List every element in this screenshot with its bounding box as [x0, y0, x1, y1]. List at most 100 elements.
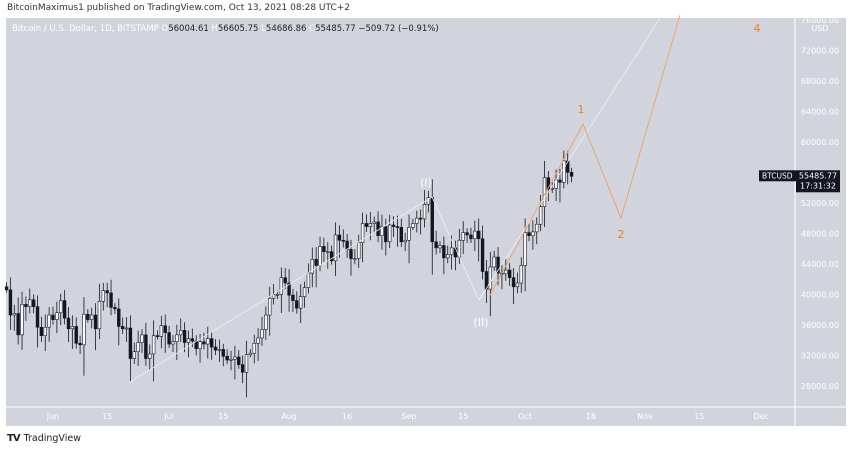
up-candle [206, 338, 210, 345]
up-candle [407, 226, 411, 241]
down-candle [341, 239, 345, 242]
up-candle [550, 188, 554, 190]
down-candle [384, 226, 388, 243]
up-candle [438, 245, 442, 249]
down-candle [395, 226, 400, 228]
up-candle [446, 254, 450, 259]
down-candle [566, 160, 570, 173]
down-candle [283, 277, 287, 284]
wave-line-orange [488, 14, 681, 298]
down-candle [117, 308, 121, 327]
down-candle [209, 338, 214, 348]
down-candle [391, 224, 396, 227]
price-tick: 28000.00 [801, 382, 839, 391]
up-candle [186, 338, 191, 343]
down-candle [546, 177, 551, 190]
time-tick: Nov [637, 412, 653, 421]
high-value: 56605.75 [217, 24, 259, 34]
price-tick: 48000.00 [801, 229, 839, 238]
down-candle [376, 221, 380, 236]
up-candle [519, 265, 523, 284]
up-candle [47, 314, 51, 328]
up-candle [175, 334, 179, 343]
time-tick: 15 [458, 412, 468, 421]
up-candle [403, 239, 407, 243]
up-candle [217, 349, 222, 351]
up-candle [20, 304, 24, 336]
brand-name[interactable]: TradingView [23, 433, 81, 444]
up-candle [70, 326, 75, 330]
up-candle [426, 197, 431, 205]
up-candle [132, 351, 136, 359]
down-candle [66, 317, 71, 330]
down-candle [527, 232, 531, 236]
up-candle [148, 353, 152, 359]
time-tick: Sep [402, 412, 417, 421]
price-tick: 64000.00 [801, 107, 839, 116]
down-candle [105, 290, 109, 294]
up-candle [562, 160, 566, 183]
down-candle [287, 282, 291, 296]
up-candle [151, 335, 156, 355]
down-candle [469, 234, 473, 240]
down-candle [430, 197, 434, 243]
up-candle [488, 266, 493, 290]
wave-label: 2 [618, 228, 625, 241]
down-candle [291, 294, 295, 301]
time-tick: 18 [586, 412, 596, 421]
up-candle [136, 342, 140, 352]
up-candle [260, 329, 264, 339]
down-candle [144, 334, 148, 359]
up-candle [326, 251, 330, 254]
up-candle [504, 269, 508, 275]
up-candle [264, 314, 268, 330]
down-candle [128, 327, 133, 359]
up-candle [368, 223, 373, 227]
up-candle [90, 314, 94, 320]
down-candle [35, 306, 40, 328]
down-candle [434, 241, 438, 249]
publisher-line: BitcoinMaximus1 published on TradingView… [7, 3, 351, 13]
down-candle [507, 269, 512, 278]
down-candle [4, 286, 9, 291]
wave-line-white [129, 14, 663, 383]
down-candle [221, 349, 225, 357]
time-tick: Oct [518, 412, 532, 421]
up-candle [353, 258, 357, 260]
down-candle [225, 355, 229, 361]
price-tick: 68000.00 [801, 77, 839, 86]
up-candle [140, 334, 144, 343]
price-tick: 40000.00 [801, 290, 839, 299]
high-label: H [211, 24, 218, 34]
up-candle [473, 230, 477, 240]
symbol-title: Bitcoin / U.S. Dollar, 1D, BITSTAMP [12, 24, 159, 34]
down-candle [190, 338, 195, 342]
low-value: 54686.86 [265, 24, 307, 34]
low-label: L [261, 24, 266, 34]
down-candle [322, 246, 326, 253]
down-candle [511, 277, 516, 288]
down-candle [349, 249, 353, 259]
down-candle [182, 330, 187, 343]
up-candle [256, 337, 260, 344]
up-candle [55, 312, 59, 320]
price-tick: 60000.00 [801, 138, 839, 147]
down-candle [155, 335, 160, 337]
down-candle [62, 300, 67, 319]
up-candle [302, 287, 307, 298]
up-candle [333, 234, 338, 262]
down-candle [74, 326, 78, 344]
up-candle [171, 341, 175, 345]
up-candle [159, 325, 164, 337]
up-candle [298, 296, 303, 309]
symbol-tag [759, 170, 796, 182]
price-tick: 72000.00 [801, 46, 839, 55]
down-candle [558, 179, 562, 183]
down-candle [240, 364, 245, 373]
down-candle [329, 251, 334, 262]
up-candle [415, 217, 419, 224]
time-tick: Jul [163, 412, 174, 421]
down-candle [113, 307, 117, 310]
wave-label: 4 [754, 22, 761, 35]
